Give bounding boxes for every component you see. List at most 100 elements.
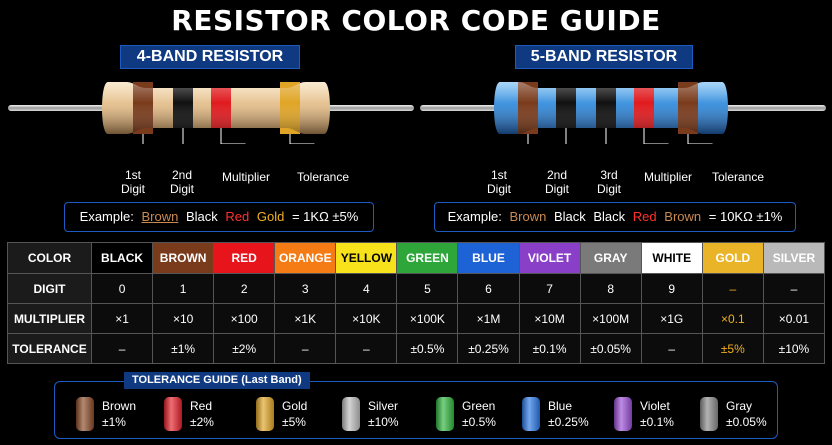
color-swatch-cell: RED [213, 242, 276, 274]
tolerance-item: Gray ±0.05% [700, 393, 786, 433]
table-cell: 7 [518, 273, 581, 304]
table-cell: – [90, 333, 154, 364]
tolerance-color-name: Blue [548, 399, 573, 413]
four-band-label-multiplier: Multiplier [221, 170, 270, 184]
table-row: COLOR BLACK BROWN RED ORANGE YELLOW GREEN BLUE V… [7, 242, 826, 274]
example-band-2: Black [553, 209, 586, 224]
table-cell: ×1G [640, 303, 703, 334]
five-band-label-3rd-digit: 3rd Digit [596, 168, 621, 196]
color-swatch-cell: BLUE [457, 242, 520, 274]
tolerance-color-name: Green [462, 399, 496, 413]
four-band-label-tolerance: Tolerance [296, 170, 350, 184]
example-band-1: Brown [141, 209, 179, 224]
row-header: COLOR [7, 242, 92, 274]
color-swatch-cell: ORANGE [274, 242, 337, 274]
mini-resistor-icon [700, 397, 718, 431]
five-band-label-1st-digit: 1st Digit [486, 168, 511, 196]
tolerance-color-name: Gray [726, 399, 753, 413]
table-cell: ×10 [152, 303, 215, 334]
four-band-resistor-illustration [8, 82, 414, 144]
example-result: = 1KΩ ±5% [291, 209, 359, 224]
mini-resistor-icon [342, 397, 360, 431]
table-cell: ±0.25% [457, 333, 520, 364]
table-cell: 8 [579, 273, 642, 304]
table-cell: ×100K [396, 303, 459, 334]
example-prefix: Example: [79, 209, 134, 224]
five-band-label-multiplier: Multiplier [643, 170, 692, 184]
table-cell: ×1 [90, 303, 154, 334]
table-cell: ×0.01 [762, 303, 826, 334]
tolerance-value: ±1% [102, 415, 126, 429]
tolerance-color-name: Silver [368, 399, 399, 413]
color-swatch-cell: GREEN [396, 242, 459, 274]
table-cell: 2 [213, 273, 276, 304]
table-cell: ±0.1% [518, 333, 581, 364]
table-cell: – [762, 273, 826, 304]
tolerance-item: Red ±2% [164, 393, 250, 433]
color-swatch-cell: WHITE [640, 242, 703, 274]
tolerance-guide-box [54, 381, 778, 439]
table-cell: – [335, 333, 398, 364]
table-cell: ±10% [762, 333, 826, 364]
example-result: = 10KΩ ±1% [708, 209, 783, 224]
five-band-heading: 5-BAND RESISTOR [515, 45, 693, 69]
table-cell: ±2% [213, 333, 276, 364]
four-band-heading: 4-BAND RESISTOR [120, 45, 300, 69]
table-cell: 9 [640, 273, 703, 304]
table-cell: ×1M [457, 303, 520, 334]
example-prefix: Example: [447, 209, 502, 224]
table-cell: 4 [335, 273, 398, 304]
table-row: TOLERANCE – ±1% ±2% – – ±0.5% ±0.25% ±0.1% ±0.05%… [7, 333, 826, 364]
example-band-1: Brown [509, 209, 547, 224]
table-cell: ±0.5% [396, 333, 459, 364]
table-cell: – [640, 333, 703, 364]
four-band-label-1st-digit: 1st Digit [120, 168, 145, 196]
row-header: MULTIPLIER [7, 303, 92, 334]
table-cell: 5 [396, 273, 459, 304]
tolerance-value: ±0.1% [640, 415, 674, 429]
tolerance-item: Violet ±0.1% [614, 393, 700, 433]
tolerance-value: ±0.5% [462, 415, 496, 429]
tolerance-value: ±10% [368, 415, 399, 429]
table-row: MULTIPLIER ×1 ×10 ×100 ×1K ×10K ×100K ×1M ×10M ×1… [7, 303, 826, 334]
example-band-4: Red [632, 209, 657, 224]
five-band-label-2nd-digit: 2nd Digit [544, 168, 569, 196]
example-band-3: Black [593, 209, 626, 224]
table-cell: ×10M [518, 303, 581, 334]
tolerance-color-name: Brown [102, 399, 137, 413]
tolerance-color-name: Red [190, 399, 213, 413]
tolerance-color-name: Violet [640, 399, 670, 413]
table-cell: 3 [274, 273, 337, 304]
table-row: DIGIT 0 1 2 3 4 5 6 7 8 9– – [7, 273, 826, 304]
row-header: TOLERANCE [7, 333, 92, 364]
example-band-2: Black [185, 209, 218, 224]
tolerance-item: Brown ±1% [76, 393, 162, 433]
tolerance-value: ±0.25% [548, 415, 589, 429]
table-cell: ±0.05% [579, 333, 642, 364]
table-cell: 1 [152, 273, 215, 304]
table-cell: ±1% [152, 333, 215, 364]
mini-resistor-icon [256, 397, 274, 431]
color-swatch-cell: BLACK [90, 242, 154, 274]
five-band-resistor-illustration [420, 82, 826, 144]
tolerance-value: ±2% [190, 415, 214, 429]
mini-resistor-icon [614, 397, 632, 431]
row-header: DIGIT [7, 273, 92, 304]
page-title: RESISTOR COLOR CODE GUIDE [171, 4, 661, 37]
table-cell: 0 [90, 273, 154, 304]
example-band-3: Red [225, 209, 250, 224]
table-cell: ×1K [274, 303, 337, 334]
color-swatch-cell: SILVER [762, 242, 826, 274]
tolerance-color-name: Gold [282, 399, 308, 413]
table-cell: – [701, 273, 764, 304]
table-cell: ×100M [579, 303, 642, 334]
mini-resistor-icon [164, 397, 182, 431]
table-cell: ±5% [701, 333, 764, 364]
color-swatch-cell: BROWN [152, 242, 215, 274]
color-swatch-cell: GRAY [579, 242, 642, 274]
tolerance-value: ±5% [282, 415, 306, 429]
tolerance-value: ±0.05% [726, 415, 767, 429]
table-cell: – [274, 333, 337, 364]
five-band-example: Example: Brown Black Black Red Brown = 1… [434, 202, 796, 232]
table-cell: ×10K [335, 303, 398, 334]
